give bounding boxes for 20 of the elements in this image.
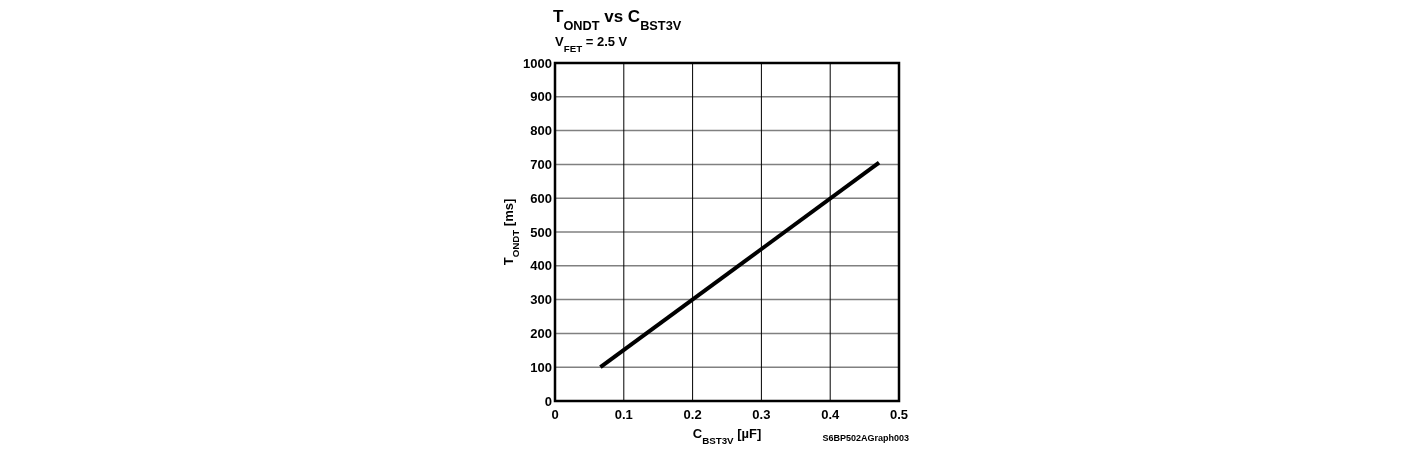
x-tick-label: 0.4: [821, 407, 840, 422]
y-tick-label: 0: [544, 393, 552, 409]
y-tick-label: 600: [530, 190, 552, 206]
x-tick-label: 0.5: [889, 407, 909, 422]
x-axis-title: C$_{BST3V}$ [µF]: [692, 426, 762, 446]
x-tick-label: 0.3: [752, 407, 771, 422]
y-tick-label: 100: [530, 359, 552, 375]
text: S6BP502AGraph003: [822, 433, 909, 443]
y-tick-label: 200: [530, 325, 552, 341]
chart-title: T$_{ONDT}$ vs C$_{BST3V}$: [553, 7, 682, 33]
y-tick-label: 700: [530, 156, 552, 172]
y-tick-label: 800: [530, 123, 552, 139]
y-tick-label: 400: [530, 258, 552, 274]
x-tick-label: 0.2: [683, 407, 702, 422]
chart-subtitle: V$_{FET}$ = 2.5 V: [555, 34, 628, 54]
y-tick-label: 300: [530, 292, 552, 308]
y-tick-label: 1000: [523, 55, 552, 71]
y-tick-label: 900: [530, 89, 552, 105]
y-tick-label: 500: [530, 224, 552, 240]
x-tick-label: 0.1: [614, 407, 633, 422]
